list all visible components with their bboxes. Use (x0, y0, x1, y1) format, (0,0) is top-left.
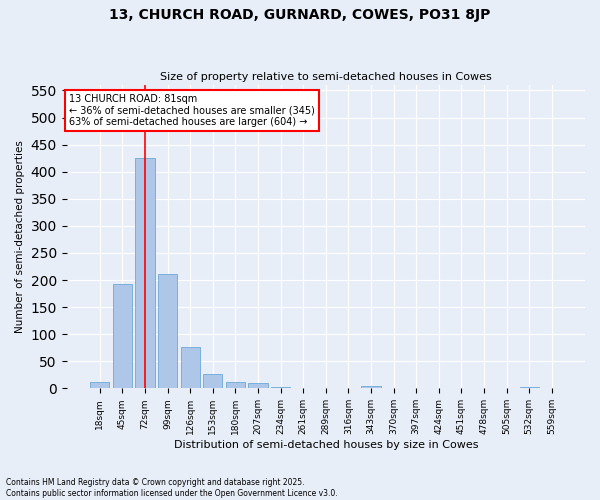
Bar (248, 384, 268, 388)
Text: Contains HM Land Registry data © Crown copyright and database right 2025.
Contai: Contains HM Land Registry data © Crown c… (6, 478, 338, 498)
Bar (361, 386, 380, 388)
X-axis label: Distribution of semi-detached houses by size in Cowes: Distribution of semi-detached houses by … (173, 440, 478, 450)
Title: Size of property relative to semi-detached houses in Cowes: Size of property relative to semi-detach… (160, 72, 492, 82)
Bar (226, 382, 245, 388)
Bar (113, 284, 132, 389)
Bar (90, 382, 109, 388)
Bar (136, 158, 155, 388)
Bar (158, 274, 177, 388)
Y-axis label: Number of semi-detached properties: Number of semi-detached properties (15, 140, 25, 333)
Bar (271, 386, 290, 388)
Bar (203, 374, 223, 388)
Bar (520, 386, 539, 388)
Text: 13, CHURCH ROAD, GURNARD, COWES, PO31 8JP: 13, CHURCH ROAD, GURNARD, COWES, PO31 8J… (109, 8, 491, 22)
Text: 13 CHURCH ROAD: 81sqm
← 36% of semi-detached houses are smaller (345)
63% of sem: 13 CHURCH ROAD: 81sqm ← 36% of semi-deta… (69, 94, 315, 128)
Bar (181, 347, 200, 389)
